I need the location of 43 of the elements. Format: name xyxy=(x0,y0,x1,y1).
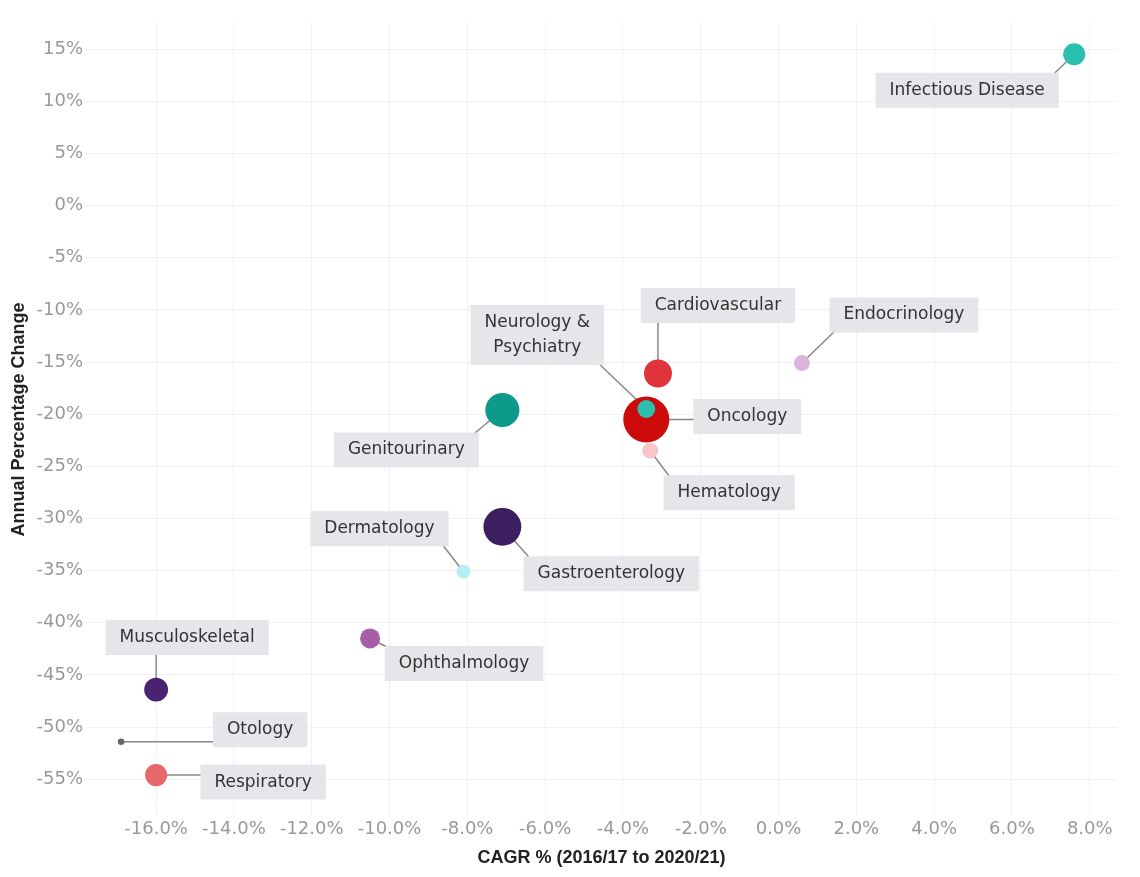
y-tick-label: -45% xyxy=(36,662,84,684)
text: Respiratory xyxy=(214,770,312,791)
x-tick-label: -6.0% xyxy=(519,817,572,839)
text: Neurology & Psychiatry xyxy=(484,310,591,356)
x-tick-label: -12.0% xyxy=(279,817,344,839)
y-tick-label: -30% xyxy=(36,506,84,528)
y-tick-label: -5% xyxy=(48,245,84,267)
y-tick-label: -40% xyxy=(36,610,84,632)
x-tick-label: 6.0% xyxy=(989,817,1035,839)
x-tick-label: 0.0% xyxy=(755,817,802,839)
y-tick-label: -20% xyxy=(36,401,84,423)
series-label: Ophthalmology xyxy=(398,651,530,672)
x-tick-label: -14.0% xyxy=(202,817,266,839)
text: Endocrinology xyxy=(843,303,965,324)
text: Otology xyxy=(226,718,294,739)
series-label: Hematology xyxy=(677,481,781,502)
series-label: Gastroenterology xyxy=(537,562,686,583)
x-tick-label: -8.0% xyxy=(441,817,494,839)
y-tick-label: -25% xyxy=(36,454,84,476)
y-tick-label: 10% xyxy=(43,88,84,110)
y-axis-title: Annual Percentage Change xyxy=(7,302,28,537)
x-tick-label: 8.0% xyxy=(1066,817,1113,839)
text: Oncology xyxy=(707,404,788,425)
x-tick-label: -2.0% xyxy=(674,817,727,839)
y-tick-label: -15% xyxy=(36,349,84,371)
x-tick-label: 2.0% xyxy=(833,817,880,839)
series-label: Infectious Disease xyxy=(889,78,1045,99)
y-tick-label: -50% xyxy=(36,714,84,736)
x-tick-label: -4.0% xyxy=(596,817,650,839)
series-label: Genitourinary xyxy=(347,438,465,459)
text: Musculoskeletal xyxy=(119,626,255,646)
y-tick-label: -10% xyxy=(36,297,84,319)
x-tick-label: 4.0% xyxy=(911,817,958,839)
x-tick-label: -16.0% xyxy=(124,817,188,839)
text: Cardiovascular xyxy=(654,293,782,314)
text: Dermatology xyxy=(324,517,435,538)
y-tick-label: -55% xyxy=(36,766,84,788)
y-tick-label: 15% xyxy=(43,36,84,58)
x-tick-label: -10.0% xyxy=(357,817,422,839)
y-tick-label: 5% xyxy=(54,141,84,163)
y-tick-label: -35% xyxy=(36,558,84,580)
x-axis-title: CAGR % (2016/17 to 2020/21) xyxy=(477,847,726,868)
y-tick-label: 0% xyxy=(54,193,84,215)
